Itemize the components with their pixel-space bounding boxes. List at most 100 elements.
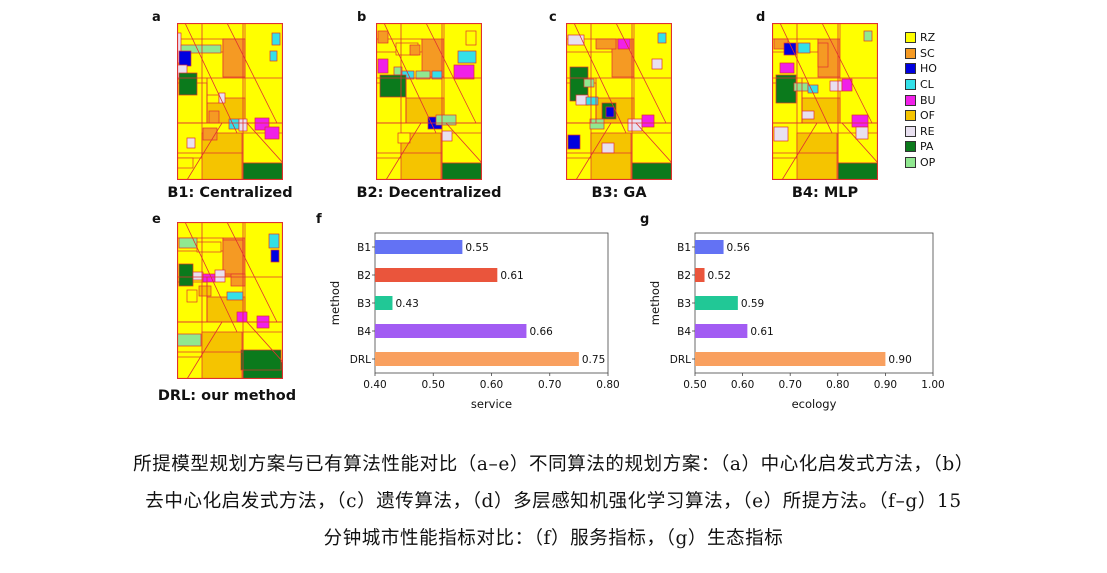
parcel-pa [242, 162, 283, 180]
parcel-pa [837, 162, 878, 180]
plan-map-b [376, 23, 482, 180]
road-line [246, 321, 283, 363]
parcel-sc [208, 110, 220, 124]
parcel-sc [222, 239, 244, 275]
legend-label: BU [920, 93, 936, 107]
parcel-op [435, 114, 457, 126]
service-category-label: B3 [357, 298, 371, 310]
map-title-a: B1: Centralized [167, 185, 293, 201]
road-line [226, 23, 278, 124]
service-bar-b1 [375, 240, 463, 254]
parcel-cl [797, 42, 811, 54]
legend-swatch [905, 32, 916, 44]
service-x-tick-label: 0.60 [480, 379, 503, 391]
road-line [841, 122, 878, 164]
parcel-ho [783, 42, 797, 56]
parcel-cl [268, 233, 280, 249]
parcel-re [214, 269, 226, 283]
land-use-legend: RZ SC HO CL BU OF RE PA OP [905, 30, 937, 170]
ecology-x-tick-label: 1.00 [921, 379, 944, 391]
parcel-sc [222, 38, 246, 78]
parcel-re [627, 118, 643, 132]
parcel-bu [779, 62, 795, 74]
parcel-re [855, 126, 869, 140]
parcel-re [801, 110, 815, 120]
legend-item-of: OF [905, 108, 937, 124]
service-x-axis-label: service [471, 397, 512, 411]
legend-swatch [905, 79, 916, 91]
legend-label: PA [920, 140, 934, 154]
ecology-value-label: 0.52 [708, 270, 731, 282]
parcel-op [583, 78, 595, 88]
legend-item-bu: BU [905, 92, 937, 108]
parcel-re [829, 80, 843, 92]
panel-letter-g: g [640, 212, 650, 227]
parcel-cl [657, 32, 667, 44]
parcel-pa [441, 162, 482, 180]
parcel-re [601, 142, 615, 154]
parcel-of [796, 132, 838, 180]
legend-item-rz: RZ [905, 30, 937, 46]
ecology-category-label: DRL [670, 354, 691, 366]
ecology-category-label: B2 [677, 270, 691, 282]
plan-map-e [177, 222, 283, 379]
parcel-bu [377, 58, 389, 74]
plan-map-a [177, 23, 283, 180]
parcel-bu [453, 64, 475, 80]
service-bar-chart: 0.55 B1 0.61 B2 0.43 B3 0.66 B4 0.75 DRL 0.40 0.50 0… [328, 232, 620, 411]
legend-label: HO [920, 62, 937, 76]
legend-label: OP [920, 156, 936, 170]
map-title-c: B3: GA [591, 185, 647, 201]
parcel-bu [641, 114, 655, 128]
parcel-re [218, 92, 226, 104]
ecology-x-tick-label: 0.80 [826, 379, 849, 391]
map-title-e: DRL: our method [157, 388, 297, 404]
road-line [425, 23, 477, 124]
map-boundary [772, 23, 878, 180]
service-bar-b3 [375, 296, 393, 310]
map-boundary [177, 23, 283, 180]
legend-label: SC [920, 46, 935, 60]
parcel-cl [226, 291, 244, 301]
panel-letter-e: e [152, 212, 161, 227]
legend-swatch [905, 157, 916, 169]
legend-item-pa: PA [905, 139, 937, 155]
service-category-label: B4 [357, 326, 371, 338]
ecology-bar-b4 [695, 324, 748, 338]
parcel-bu [841, 78, 853, 92]
panel-letter-b: b [357, 10, 367, 25]
road-line [445, 122, 482, 164]
figure-caption: 所提模型规划方案与已有算法性能对比（a–e）不同算法的规划方案：（a）中心化启发… [0, 446, 1107, 557]
map-boundary [376, 23, 482, 180]
legend-item-cl: CL [905, 77, 937, 93]
service-value-label: 0.61 [500, 270, 523, 282]
parcel-of [590, 132, 632, 180]
legend-label: OF [920, 109, 935, 123]
service-plot-frame [374, 232, 609, 374]
ecology-value-label: 0.61 [750, 326, 773, 338]
legend-swatch [905, 110, 916, 122]
road-line [575, 122, 612, 180]
ecology-value-label: 0.59 [741, 298, 764, 310]
service-bar-b4 [375, 324, 527, 338]
road-line [781, 122, 818, 180]
parcel-op [863, 30, 873, 42]
service-x-tick-label: 0.70 [538, 379, 561, 391]
legend-swatch [905, 47, 916, 59]
parcel-bu [264, 126, 280, 140]
parcel-pa [178, 72, 198, 96]
parcel-cl [457, 50, 477, 64]
plan-map-c [566, 23, 672, 180]
parcel-re [192, 271, 204, 281]
ecology-bar-b2 [695, 268, 705, 282]
ecology-bar-b1 [695, 240, 724, 254]
road-line [226, 222, 278, 323]
parcel-op [177, 333, 202, 347]
service-category-label: DRL [350, 354, 371, 366]
ecology-bar-drl [695, 352, 886, 366]
ecology-bar-chart: 0.56 B1 0.52 B2 0.59 B3 0.61 B4 0.90 DRL 0.50 0.60 0… [648, 232, 945, 411]
legend-swatch [905, 63, 916, 75]
parcel-rz [177, 157, 194, 169]
service-value-label: 0.75 [582, 354, 605, 366]
legend-label: CL [920, 78, 934, 92]
